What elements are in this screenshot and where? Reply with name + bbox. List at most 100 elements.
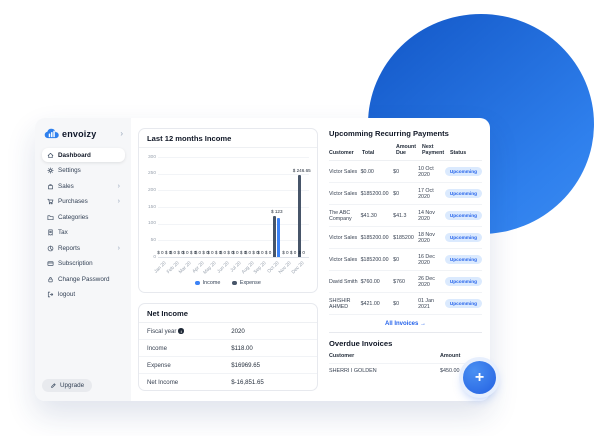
cell-total: $185200.00 — [360, 256, 389, 263]
sidebar: envoizy › Dashboard Settings Sales › Purchas… — [35, 118, 131, 401]
sidebar-collapse-chevron-icon[interactable]: › — [120, 128, 123, 138]
cell-amount-due: $760 — [393, 278, 405, 285]
cell-total: $421.00 — [360, 300, 380, 307]
logo: envoizy › — [42, 126, 125, 139]
sidebar-item-change-password[interactable]: Change Password — [42, 272, 125, 286]
column-header-total: Total — [362, 150, 375, 156]
logo-cloud-icon — [44, 128, 59, 139]
chevron-right-icon: › — [117, 244, 120, 252]
cell-status: Upcomming — [444, 277, 482, 286]
info-icon[interactable]: i — [178, 328, 184, 334]
cell-next-payment: 18 Nov 2020 — [418, 231, 435, 244]
cell-status: Upcomming — [444, 299, 482, 308]
table-row: David Smith $760.00 $760 26 Dec 2020 Upcommi… — [329, 271, 482, 293]
legend-dot-expense-icon — [232, 280, 237, 286]
sidebar-item-sales[interactable]: Sales › — [42, 179, 125, 193]
cell-status: Upcomming — [444, 189, 482, 198]
status-badge: Upcomming — [444, 277, 482, 286]
logout-icon — [47, 291, 54, 298]
status-badge: Upcomming — [444, 255, 482, 264]
bar-income[interactable] — [277, 217, 281, 257]
y-axis-tick-label: 300 — [147, 154, 156, 160]
table-row: Victor Sales $185200.00 $185200 18 Nov 2020… — [329, 227, 482, 249]
net-income-row: Expense $16969.65 — [139, 357, 317, 374]
sidebar-item-tax[interactable]: Tax — [42, 226, 125, 240]
legend-label: Expense — [239, 280, 261, 286]
recurring-payments-title: Upcomming Recurring Payments — [329, 129, 449, 138]
table-row: SHERRI I GOLDEN $450.00 — [329, 364, 482, 378]
column-header-next-payment: Next Payment — [422, 144, 445, 156]
cell-customer: David Smith — [329, 278, 358, 285]
home-icon — [47, 152, 54, 159]
main-content: Last 12 months Income 300 250 200 150 100 50 0… — [131, 118, 490, 401]
cell-status: Upcomming — [444, 233, 482, 242]
overdue-invoices-title: Overdue Invoices — [329, 339, 393, 348]
bar-expense[interactable] — [298, 174, 302, 257]
sidebar-item-label: Categories — [58, 213, 89, 221]
bar-zero-label: $ 0 $ 0 — [232, 250, 247, 255]
cell-next-payment: 16 Dec 2020 — [418, 253, 435, 266]
sidebar-item-label: Change Password — [58, 275, 110, 283]
sidebar-item-label: logout — [58, 291, 76, 298]
net-income-row-label: Fiscal year i — [147, 328, 231, 335]
status-badge: Upcomming — [444, 211, 482, 220]
cell-next-payment: 26 Dec 2020 — [418, 275, 435, 288]
column-header-customer: Customer — [329, 353, 355, 359]
overdue-invoices-section: Overdue Invoices Customer Amount SHERRI I… — [329, 332, 482, 378]
cell-total: $760.00 — [360, 278, 380, 285]
net-income-row-value: $-16,851.65 — [231, 378, 264, 386]
net-income-row-label: Net Income — [147, 378, 179, 386]
cell-next-payment: 17 Oct 2020 — [418, 187, 434, 200]
net-income-row: Fiscal year i 2020 — [139, 323, 317, 340]
income-chart-panel: Last 12 months Income 300 250 200 150 100 50 0… — [138, 128, 318, 293]
upgrade-button[interactable]: Upgrade — [42, 379, 93, 392]
cell-status: Upcomming — [444, 255, 482, 264]
y-axis-tick-label: 150 — [147, 204, 156, 210]
add-new-button[interactable]: + — [463, 361, 496, 394]
legend-expense: Expense — [232, 280, 261, 286]
right-column: Upcomming Recurring Payments Customer Tot… — [329, 128, 482, 390]
sidebar-item-label: Subscription — [58, 260, 93, 267]
cell-amount-due: $185200 — [393, 234, 414, 241]
cell-status: Upcomming — [444, 167, 482, 176]
recurring-table-body: Victor Sales $0.00 $0 10 Oct 2020 Upcomming V… — [329, 161, 482, 315]
bar-expense[interactable] — [273, 216, 277, 257]
table-row: The ABC Company $41.30 $41.3 14 Nov 2020 Upc… — [329, 205, 482, 227]
credit-card-icon — [47, 260, 54, 267]
overdue-table-body: SHERRI I GOLDEN $450.00 — [329, 364, 482, 378]
sidebar-item-label: Purchases — [58, 198, 88, 205]
gridline — [158, 157, 309, 158]
table-row: Victor Sales $0.00 $0 10 Oct 2020 Upcomming — [329, 161, 482, 183]
gridline — [158, 190, 309, 192]
cell-customer: Victor Sales — [329, 168, 358, 175]
sidebar-item-categories[interactable]: Categories — [42, 210, 125, 224]
cell-next-payment: 10 Oct 2020 — [418, 165, 434, 178]
sidebar-item-label: Dashboard — [58, 151, 91, 159]
income-chart: 300 250 200 150 100 50 0 $ 0 $ 0 Jan 20 $ 0 $ 0 Fe… — [145, 151, 311, 279]
bar-zero-label: $ 0 — [298, 250, 305, 255]
sidebar-item-dashboard[interactable]: Dashboard — [42, 148, 125, 162]
sidebar-item-logout[interactable]: logout — [42, 288, 125, 302]
cell-amount: $450.00 — [440, 368, 460, 374]
y-axis-tick-label: 200 — [147, 187, 156, 193]
cell-status: Upcomming — [444, 211, 482, 220]
sidebar-item-settings[interactable]: Settings — [42, 164, 125, 178]
sidebar-item-reports[interactable]: Reports › — [42, 241, 125, 255]
upgrade-label: Upgrade — [60, 382, 85, 389]
all-invoices-link[interactable]: All Invoices → — [384, 321, 426, 327]
overdue-table-header: Customer Amount — [329, 351, 482, 364]
cell-customer: SHISHIR AHMED — [329, 297, 351, 310]
cell-next-payment: 01 Jan 2021 — [418, 297, 434, 310]
net-income-row-label: Expense — [147, 361, 171, 369]
chevron-right-icon: › — [117, 182, 120, 190]
net-income-title: Net Income — [139, 304, 317, 323]
legend-label: Income — [202, 280, 221, 286]
legend-dot-income-icon — [195, 280, 200, 286]
gridline — [158, 173, 309, 175]
sidebar-item-purchases[interactable]: Purchases › — [42, 195, 125, 209]
sidebar-item-subscription[interactable]: Subscription — [42, 257, 125, 271]
bar-zero-label: $ 0 $ 0 — [219, 250, 234, 255]
cell-customer: Victor Sales — [329, 190, 358, 197]
cell-customer: The ABC Company — [329, 209, 352, 222]
cell-amount-due: $0 — [393, 190, 400, 197]
